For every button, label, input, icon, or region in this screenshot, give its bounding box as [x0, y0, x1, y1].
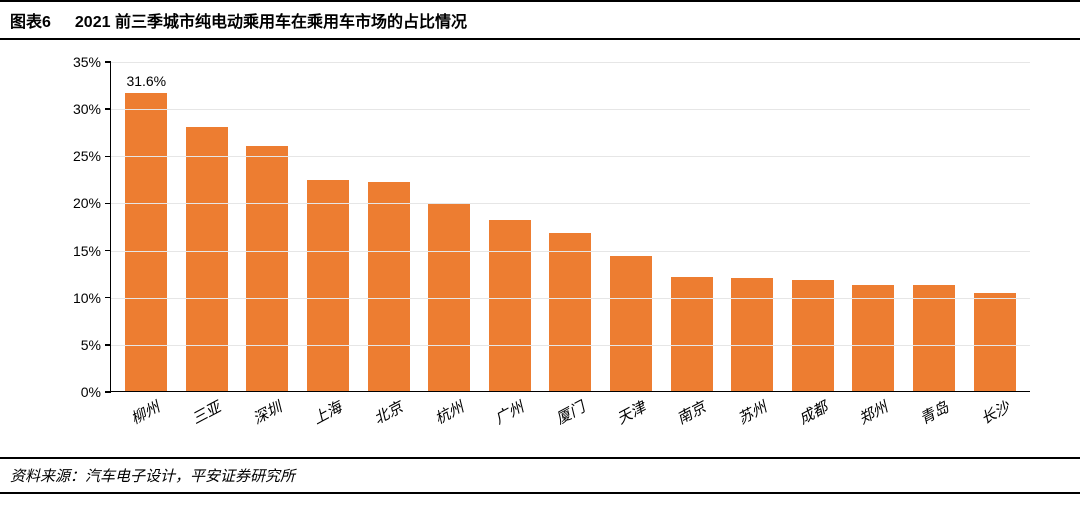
- source-text: 资料来源：汽车电子设计，平安证券研究所: [10, 468, 295, 485]
- y-axis-label: 25%: [56, 148, 101, 164]
- y-tick: [105, 297, 111, 299]
- plot-region: 31.6% 0%5%10%15%20%25%30%35%: [110, 62, 1030, 392]
- y-tick: [105, 203, 111, 205]
- y-tick: [105, 156, 111, 158]
- x-label-wrap: 南京: [661, 394, 722, 444]
- gridline: [111, 203, 1030, 204]
- figure-footer: 资料来源：汽车电子设计，平安证券研究所: [0, 457, 1080, 494]
- bar-wrap: [783, 280, 844, 391]
- bar: [549, 233, 591, 391]
- x-label-wrap: 广州: [479, 394, 540, 444]
- x-label-wrap: 深圳: [236, 394, 297, 444]
- x-axis-label: 苏州: [734, 396, 770, 429]
- bar: [610, 256, 652, 391]
- figure-number: 图表6: [10, 8, 51, 32]
- x-label-wrap: 郑州: [843, 394, 904, 444]
- bar: [246, 146, 288, 391]
- x-label-wrap: 长沙: [964, 394, 1025, 444]
- gridline: [111, 62, 1030, 63]
- bar-wrap: [298, 180, 359, 391]
- x-label-wrap: 柳州: [115, 394, 176, 444]
- x-axis-label: 南京: [673, 396, 709, 429]
- y-axis-label: 5%: [56, 337, 101, 353]
- bar: [852, 285, 894, 391]
- x-label-wrap: 苏州: [722, 394, 783, 444]
- x-label-wrap: 青岛: [904, 394, 965, 444]
- y-axis-label: 20%: [56, 195, 101, 211]
- y-axis-label: 30%: [56, 101, 101, 117]
- gridline: [111, 345, 1030, 346]
- y-axis-label: 0%: [56, 384, 101, 400]
- x-axis-label: 青岛: [916, 396, 952, 429]
- bar: [125, 93, 167, 391]
- y-tick: [105, 61, 111, 63]
- gridline: [111, 251, 1030, 252]
- bar-wrap: [843, 285, 904, 391]
- figure-title: 2021 前三季城市纯电动乘用车在乘用车市场的占比情况: [75, 8, 467, 32]
- x-axis-label: 广州: [491, 396, 527, 429]
- bars-container: 31.6%: [111, 62, 1030, 391]
- x-axis-label: 上海: [309, 396, 345, 429]
- bar-wrap: [964, 293, 1025, 391]
- y-tick: [105, 250, 111, 252]
- y-tick: [105, 108, 111, 110]
- x-label-wrap: 杭州: [418, 394, 479, 444]
- x-axis-label: 长沙: [977, 396, 1013, 429]
- chart-area: 31.6% 0%5%10%15%20%25%30%35% 柳州三亚深圳上海北京杭…: [40, 52, 1040, 457]
- bar: [731, 278, 773, 391]
- x-axis-label: 柳州: [127, 396, 163, 429]
- bar-wrap: [358, 182, 419, 391]
- bar-wrap: [904, 285, 965, 391]
- gridline: [111, 156, 1030, 157]
- x-axis-label: 三亚: [188, 396, 224, 429]
- bar-wrap: [540, 233, 601, 391]
- figure-header: 图表6 2021 前三季城市纯电动乘用车在乘用车市场的占比情况: [0, 0, 1080, 40]
- y-axis-label: 15%: [56, 243, 101, 259]
- x-axis-label: 郑州: [855, 396, 891, 429]
- y-tick: [105, 344, 111, 346]
- bar: [913, 285, 955, 391]
- y-axis-label: 10%: [56, 290, 101, 306]
- bar-wrap: [661, 277, 722, 391]
- bar: [368, 182, 410, 391]
- bar-wrap: [480, 220, 541, 391]
- bar-wrap: [177, 127, 238, 391]
- bar: [974, 293, 1016, 391]
- x-axis-label: 北京: [370, 396, 406, 429]
- x-label-wrap: 厦门: [540, 394, 601, 444]
- bar: [307, 180, 349, 391]
- x-axis-label: 杭州: [431, 396, 467, 429]
- bar: [186, 127, 228, 391]
- y-tick: [105, 391, 111, 393]
- bar: [489, 220, 531, 391]
- x-axis-labels: 柳州三亚深圳上海北京杭州广州厦门天津南京苏州成都郑州青岛长沙: [110, 394, 1030, 444]
- x-label-wrap: 天津: [600, 394, 661, 444]
- x-axis-label: 成都: [795, 396, 831, 429]
- x-label-wrap: 三亚: [176, 394, 237, 444]
- x-axis-label: 天津: [613, 396, 649, 429]
- bar-wrap: [601, 256, 662, 391]
- x-label-wrap: 上海: [297, 394, 358, 444]
- x-label-wrap: 成都: [782, 394, 843, 444]
- x-axis-label: 厦门: [552, 396, 588, 429]
- y-axis-label: 35%: [56, 54, 101, 70]
- bar: [671, 277, 713, 391]
- bar-annotation: 31.6%: [126, 73, 166, 89]
- x-label-wrap: 北京: [358, 394, 419, 444]
- x-axis-label: 深圳: [248, 396, 284, 429]
- gridline: [111, 298, 1030, 299]
- gridline: [111, 109, 1030, 110]
- bar: [792, 280, 834, 391]
- bar-wrap: [237, 146, 298, 391]
- bar-wrap: [722, 278, 783, 391]
- bar-wrap: 31.6%: [116, 93, 177, 391]
